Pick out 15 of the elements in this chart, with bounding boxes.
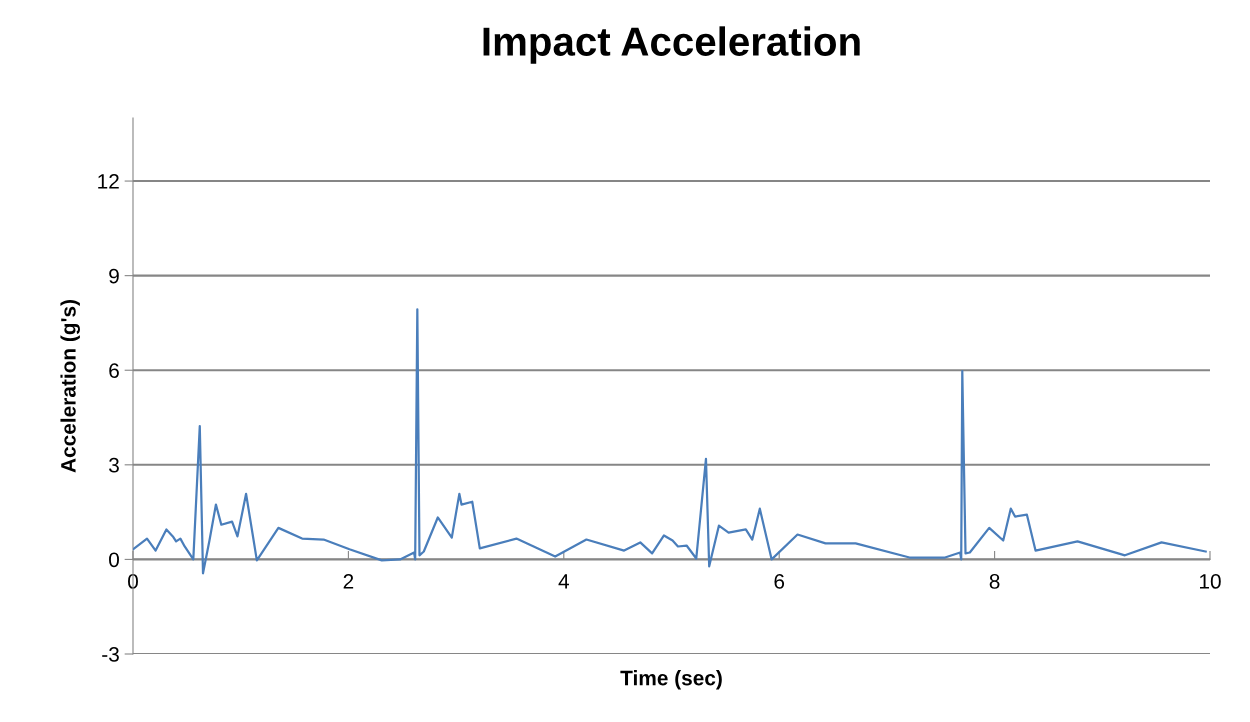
y-tick-label: 12 — [98, 174, 119, 189]
x-tick-label: 0 — [128, 574, 138, 589]
x-tick-label: 2 — [343, 574, 354, 589]
y-tick-label: 6 — [109, 363, 119, 378]
x-tick-label: 6 — [774, 574, 785, 589]
y-tick-label: -3 — [102, 647, 119, 662]
x-tick-label: 8 — [989, 574, 1000, 589]
y-tick-label: 0 — [109, 552, 119, 568]
y-tick-label: 9 — [109, 268, 119, 284]
x-axis-title: Time (sec) — [620, 670, 722, 690]
y-tick-label: 3 — [109, 457, 119, 473]
x-tick-label: 4 — [558, 574, 569, 589]
chart-title: Impact Acceleration — [483, 26, 860, 64]
x-tick-label: 10 — [1200, 574, 1221, 589]
y-axis-title: Acceleration (g's) — [60, 300, 80, 473]
